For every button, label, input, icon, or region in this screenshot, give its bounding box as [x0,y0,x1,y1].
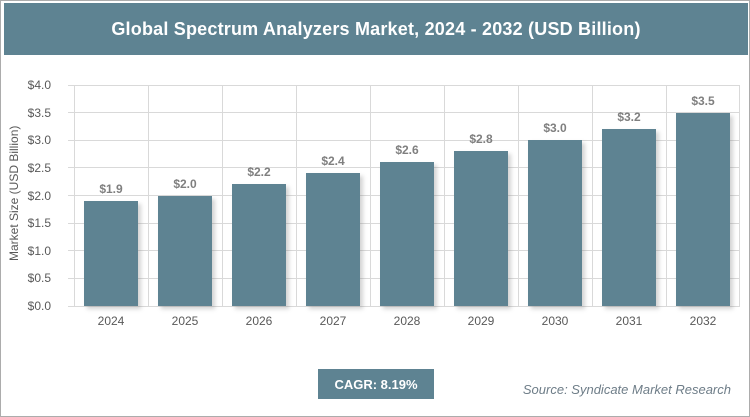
bar [380,162,434,306]
x-tick-label: 2027 [319,314,347,328]
gridline-v [222,85,223,306]
x-tick-label: 2029 [467,314,495,328]
gridline-h [68,139,740,141]
gridline-v [370,85,371,306]
chart-title: Global Spectrum Analyzers Market, 2024 -… [111,18,641,39]
bar-value-label: $1.9 [99,182,123,197]
cagr-badge: CAGR: 8.19% [318,369,434,399]
chart-title-bar: Global Spectrum Analyzers Market, 2024 -… [4,3,748,55]
gridline-v [74,85,75,306]
y-tick-label: $1.0 [27,243,51,258]
gridline-v [148,85,149,306]
y-tick-label: $2.0 [27,188,51,203]
bar-value-label: $2.4 [321,154,345,169]
gridline-v [518,85,519,306]
x-tick-label: 2030 [541,314,569,328]
bar [306,173,360,306]
y-tick-label: $1.5 [27,216,51,231]
gridline-v [296,85,297,306]
plot-area: $1.9 $2.0 $2.2 $2.4 $2.6 $2.8 $3.0 $3.2 $3.5 [68,84,740,307]
x-tick-label: 2024 [97,314,125,328]
gridline-v [739,85,740,306]
gridline-v [444,85,445,306]
bar [158,195,212,306]
bar [602,129,656,306]
bar [454,151,508,306]
y-tick-label: $0.5 [27,271,51,286]
y-tick-label: $2.5 [27,160,51,175]
bar [84,201,138,306]
x-tick-label: 2028 [393,314,421,328]
bar-value-label: $3.5 [691,93,715,108]
gridline-h [68,305,740,307]
x-tick-label: 2026 [245,314,273,328]
gridline-h [68,84,740,86]
y-tick-label: $0.0 [27,299,51,313]
y-tick-label: $3.5 [27,105,51,120]
bar-value-label: $2.6 [395,143,419,158]
x-tick-label: 2025 [171,314,199,328]
gridline-v [592,85,593,306]
gridline-h [68,112,740,114]
y-tick-label: $3.0 [27,133,51,148]
bar-value-label: $3.2 [617,110,641,125]
bar [232,184,286,306]
bar [676,112,730,306]
x-tick-label: 2031 [615,314,643,328]
bar-value-label: $2.8 [469,132,493,147]
bar-value-label: $2.0 [173,176,197,191]
x-tick-label: 2032 [689,314,717,328]
bar [528,140,582,306]
y-tick-label: $4.0 [27,78,51,92]
bar-value-label: $2.2 [247,165,271,180]
gridline-v [666,85,667,306]
bar-value-label: $3.0 [543,121,567,136]
source-note: Source: Syndicate Market Research [522,382,731,397]
